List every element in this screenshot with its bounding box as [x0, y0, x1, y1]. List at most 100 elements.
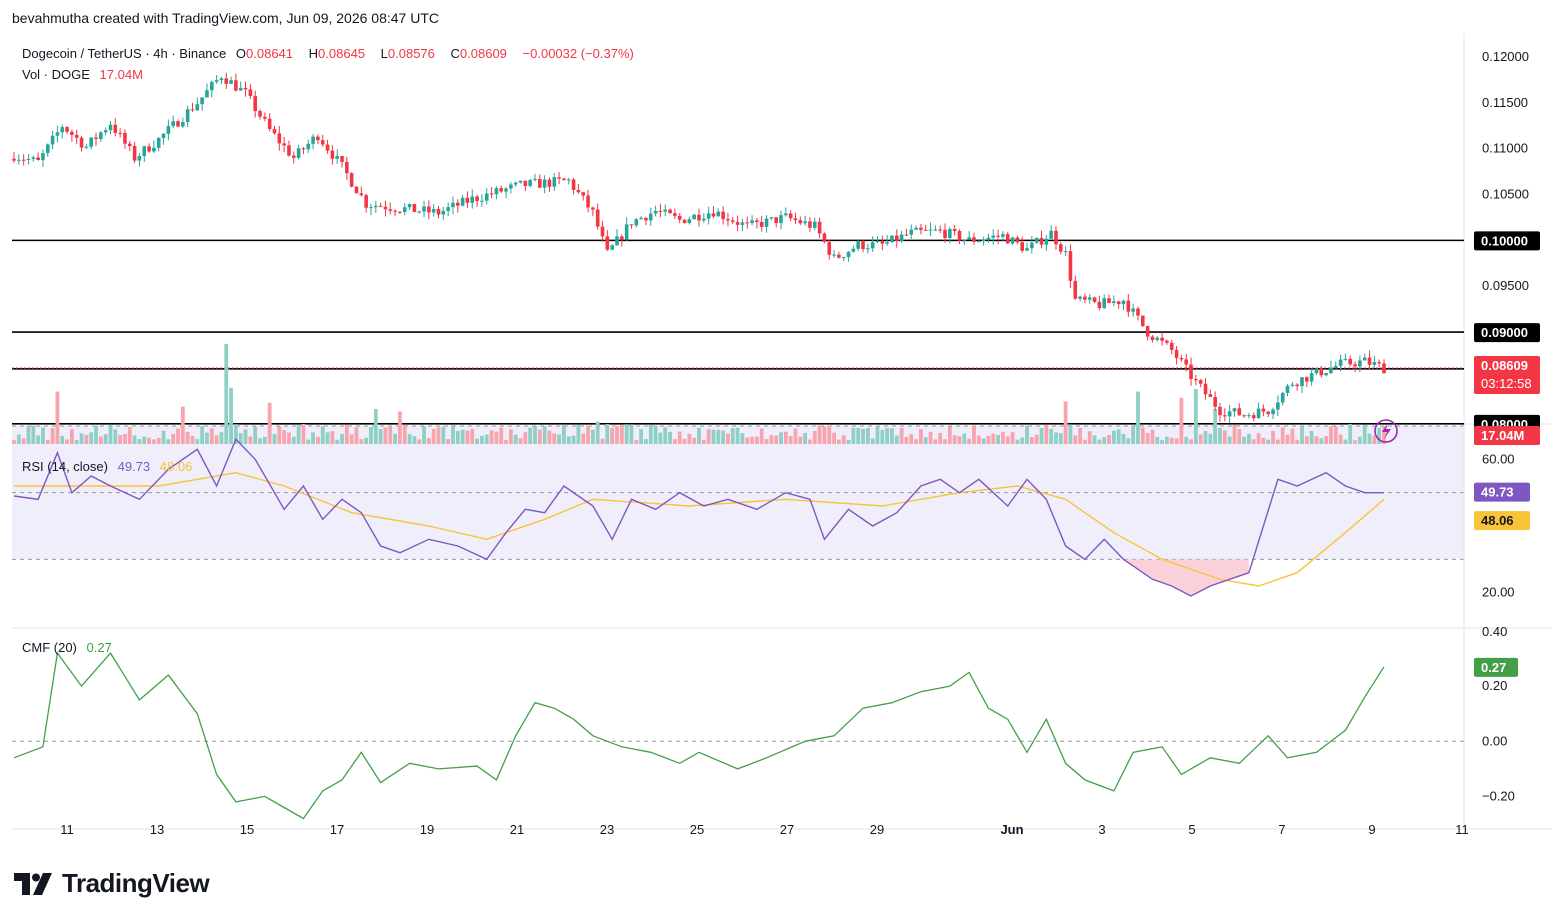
- candle[interactable]: [70, 129, 74, 142]
- candle[interactable]: [576, 183, 581, 194]
- candle[interactable]: [1015, 235, 1020, 245]
- candle[interactable]: [1353, 361, 1357, 373]
- candle[interactable]: [639, 216, 643, 220]
- candle[interactable]: [513, 181, 518, 187]
- candle[interactable]: [1116, 300, 1121, 309]
- candle[interactable]: [1058, 242, 1063, 255]
- candle[interactable]: [943, 223, 947, 243]
- candle[interactable]: [31, 155, 36, 162]
- candle[interactable]: [566, 177, 571, 185]
- candle[interactable]: [957, 229, 962, 244]
- candle[interactable]: [1160, 332, 1164, 346]
- candle[interactable]: [1343, 353, 1348, 361]
- candle[interactable]: [113, 118, 118, 137]
- candle[interactable]: [629, 224, 634, 229]
- candle[interactable]: [94, 132, 98, 146]
- candle[interactable]: [127, 140, 132, 152]
- candle[interactable]: [287, 140, 291, 157]
- candle[interactable]: [1184, 353, 1189, 372]
- candle[interactable]: [398, 211, 402, 214]
- candle[interactable]: [504, 186, 508, 199]
- candle[interactable]: [1112, 295, 1116, 307]
- candle[interactable]: [21, 154, 26, 166]
- candle[interactable]: [1227, 405, 1232, 424]
- candle[interactable]: [137, 153, 142, 167]
- candle[interactable]: [1179, 354, 1184, 363]
- candle[interactable]: [1145, 325, 1150, 341]
- candle[interactable]: [393, 209, 397, 217]
- candle[interactable]: [436, 205, 441, 219]
- candle[interactable]: [195, 97, 200, 112]
- candle[interactable]: [306, 139, 311, 153]
- candle[interactable]: [99, 131, 103, 142]
- candle[interactable]: [185, 105, 190, 128]
- candle[interactable]: [238, 81, 243, 91]
- candle[interactable]: [1155, 335, 1160, 342]
- candle[interactable]: [1001, 231, 1005, 242]
- flash-icon[interactable]: [1374, 419, 1398, 443]
- candle[interactable]: [431, 204, 436, 217]
- candle[interactable]: [668, 208, 672, 214]
- candle[interactable]: [60, 124, 65, 139]
- tradingview-logo[interactable]: TradingView: [14, 868, 210, 899]
- candle[interactable]: [803, 215, 807, 226]
- candle[interactable]: [166, 119, 171, 141]
- candle[interactable]: [325, 139, 330, 154]
- candle[interactable]: [837, 251, 841, 259]
- candle[interactable]: [200, 97, 204, 111]
- candle[interactable]: [793, 212, 798, 224]
- candle[interactable]: [716, 208, 721, 217]
- candle[interactable]: [996, 229, 1000, 245]
- candle[interactable]: [1073, 275, 1078, 300]
- candle[interactable]: [735, 215, 740, 232]
- candle[interactable]: [861, 239, 865, 253]
- candle[interactable]: [335, 149, 340, 164]
- candle[interactable]: [373, 200, 378, 213]
- candle[interactable]: [706, 206, 711, 225]
- candle[interactable]: [1194, 374, 1198, 385]
- candle[interactable]: [36, 152, 40, 161]
- candle[interactable]: [1213, 391, 1217, 411]
- candle[interactable]: [692, 213, 696, 220]
- candle[interactable]: [132, 141, 137, 164]
- candle[interactable]: [1025, 242, 1029, 251]
- candle[interactable]: [267, 113, 272, 132]
- candle[interactable]: [147, 143, 151, 153]
- candle[interactable]: [369, 203, 373, 216]
- candle[interactable]: [142, 145, 147, 163]
- candle[interactable]: [407, 203, 412, 211]
- candle[interactable]: [600, 220, 605, 242]
- candle[interactable]: [1285, 383, 1290, 397]
- candle[interactable]: [1305, 376, 1309, 387]
- candle[interactable]: [1198, 378, 1203, 388]
- candle[interactable]: [808, 216, 812, 232]
- candle[interactable]: [388, 202, 393, 215]
- candle[interactable]: [460, 195, 465, 207]
- candle[interactable]: [1266, 410, 1271, 418]
- candle[interactable]: [1276, 395, 1280, 417]
- candle[interactable]: [788, 210, 793, 222]
- candle[interactable]: [417, 210, 422, 214]
- candle[interactable]: [624, 217, 629, 242]
- candle[interactable]: [359, 186, 364, 197]
- candle[interactable]: [962, 239, 967, 245]
- candle[interactable]: [123, 129, 127, 149]
- candle[interactable]: [1087, 294, 1092, 304]
- candle[interactable]: [219, 76, 224, 85]
- candle[interactable]: [523, 180, 528, 192]
- candle[interactable]: [909, 224, 914, 239]
- candle[interactable]: [899, 230, 904, 243]
- candle[interactable]: [243, 81, 248, 97]
- candle[interactable]: [976, 238, 981, 243]
- candle[interactable]: [702, 213, 706, 223]
- candle[interactable]: [1097, 295, 1102, 311]
- candle[interactable]: [1131, 303, 1135, 317]
- candle[interactable]: [475, 194, 479, 207]
- candle[interactable]: [1165, 339, 1169, 345]
- candle[interactable]: [533, 173, 537, 182]
- candle[interactable]: [234, 73, 238, 92]
- candle[interactable]: [904, 228, 909, 237]
- candle[interactable]: [991, 229, 996, 245]
- candle[interactable]: [967, 231, 971, 241]
- candle[interactable]: [494, 186, 499, 200]
